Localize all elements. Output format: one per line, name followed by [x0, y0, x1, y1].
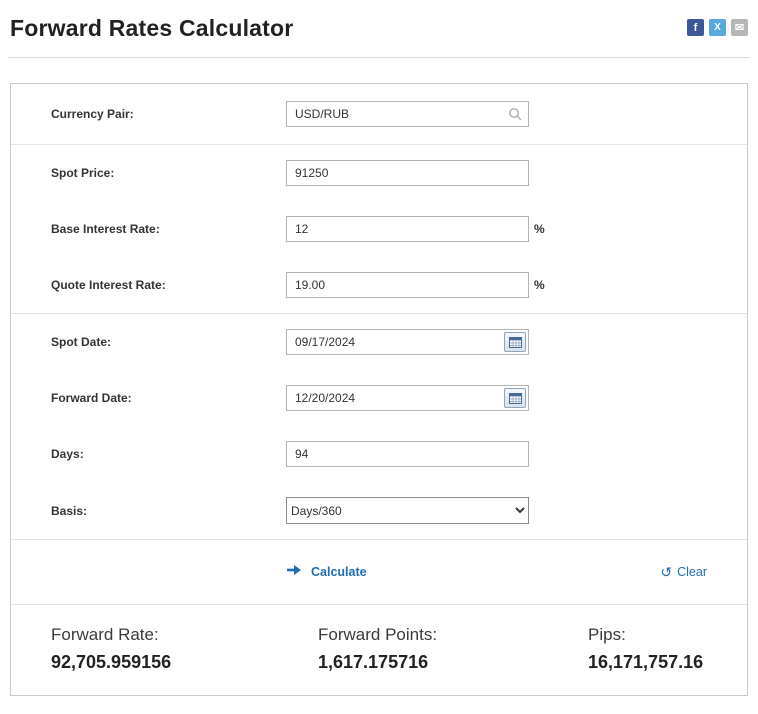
x-share-icon[interactable]: X — [709, 19, 726, 36]
page-title: Forward Rates Calculator — [10, 15, 294, 41]
forward-rate-result: Forward Rate: 92,705.959156 — [51, 625, 318, 673]
section-results: Forward Rate: 92,705.959156 Forward Poin… — [11, 604, 747, 695]
forward-points-result: Forward Points: 1,617.175716 — [318, 625, 588, 673]
actions-row: Calculate ↺ Clear — [11, 540, 747, 604]
quote-rate-percent-suffix: % — [534, 278, 545, 292]
forward-date-input[interactable] — [286, 385, 529, 411]
forward-date-calendar-button[interactable] — [504, 388, 526, 408]
spot-price-control — [286, 160, 529, 186]
quote-interest-rate-control — [286, 272, 529, 298]
section-actions: Calculate ↺ Clear — [11, 539, 747, 604]
forward-date-label: Forward Date: — [51, 391, 132, 405]
currency-pair-input[interactable] — [286, 101, 529, 127]
section-currency: Currency Pair: — [11, 84, 747, 144]
days-input[interactable] — [286, 441, 529, 467]
spot-price-row: Spot Price: — [11, 145, 747, 201]
days-control — [286, 441, 529, 467]
clear-label: Clear — [677, 565, 707, 579]
spot-date-input[interactable] — [286, 329, 529, 355]
search-icon — [508, 107, 522, 121]
calendar-icon — [508, 336, 522, 348]
spot-price-input[interactable] — [286, 160, 529, 186]
basis-row: Basis: Days/360 — [11, 482, 747, 539]
basis-control: Days/360 — [286, 497, 529, 524]
days-label: Days: — [51, 447, 84, 461]
basis-select[interactable]: Days/360 — [286, 497, 529, 524]
forward-rate-result-label: Forward Rate: — [51, 625, 159, 644]
pips-result-label: Pips: — [588, 625, 626, 644]
social-share-bar: f X ✉ — [687, 19, 748, 36]
forward-rate-result-value: 92,705.959156 — [51, 652, 172, 672]
currency-pair-label: Currency Pair: — [51, 107, 134, 121]
spot-price-label: Spot Price: — [51, 166, 115, 180]
quote-interest-rate-label: Quote Interest Rate: — [51, 278, 166, 292]
clear-button[interactable]: ↺ Clear — [660, 565, 707, 579]
calculate-button[interactable]: Calculate — [286, 563, 367, 581]
arrow-right-icon — [286, 563, 302, 581]
base-interest-rate-label: Base Interest Rate: — [51, 222, 160, 236]
section-dates: Spot Date: — [11, 313, 747, 539]
base-rate-percent-suffix: % — [534, 222, 545, 236]
forward-points-result-label: Forward Points: — [318, 625, 438, 644]
forward-date-control — [286, 385, 529, 411]
calendar-icon — [508, 392, 522, 404]
page: Forward Rates Calculator f X ✉ Currency … — [8, 0, 750, 696]
currency-pair-control — [286, 101, 529, 127]
pips-result: Pips: 16,171,757.16 — [588, 625, 727, 673]
header-divider — [8, 57, 750, 58]
base-interest-rate-control — [286, 216, 529, 242]
days-row: Days: — [11, 426, 747, 482]
base-interest-rate-input[interactable] — [286, 216, 529, 242]
pips-result-value: 16,171,757.16 — [588, 652, 704, 672]
base-interest-rate-row: Base Interest Rate: % — [11, 201, 747, 257]
quote-interest-rate-input[interactable] — [286, 272, 529, 298]
calculate-label: Calculate — [311, 565, 367, 579]
spot-date-label: Spot Date: — [51, 335, 111, 349]
forward-rates-calculator-panel: Currency Pair: Spot Price: — [10, 83, 748, 696]
forward-date-row: Forward Date: — [11, 370, 747, 426]
spot-date-calendar-button[interactable] — [504, 332, 526, 352]
undo-icon: ↺ — [660, 564, 673, 580]
currency-pair-row: Currency Pair: — [11, 84, 747, 144]
forward-points-result-value: 1,617.175716 — [318, 652, 429, 672]
spot-date-row: Spot Date: — [11, 314, 747, 370]
results-row: Forward Rate: 92,705.959156 Forward Poin… — [11, 605, 747, 695]
basis-label: Basis: — [51, 503, 88, 518]
email-share-icon[interactable]: ✉ — [731, 19, 748, 36]
quote-interest-rate-row: Quote Interest Rate: % — [11, 257, 747, 313]
spot-date-control — [286, 329, 529, 355]
facebook-share-icon[interactable]: f — [687, 19, 704, 36]
header: Forward Rates Calculator f X ✉ — [8, 0, 750, 42]
section-rates: Spot Price: Base Interest Rate: % Quote … — [11, 144, 747, 313]
